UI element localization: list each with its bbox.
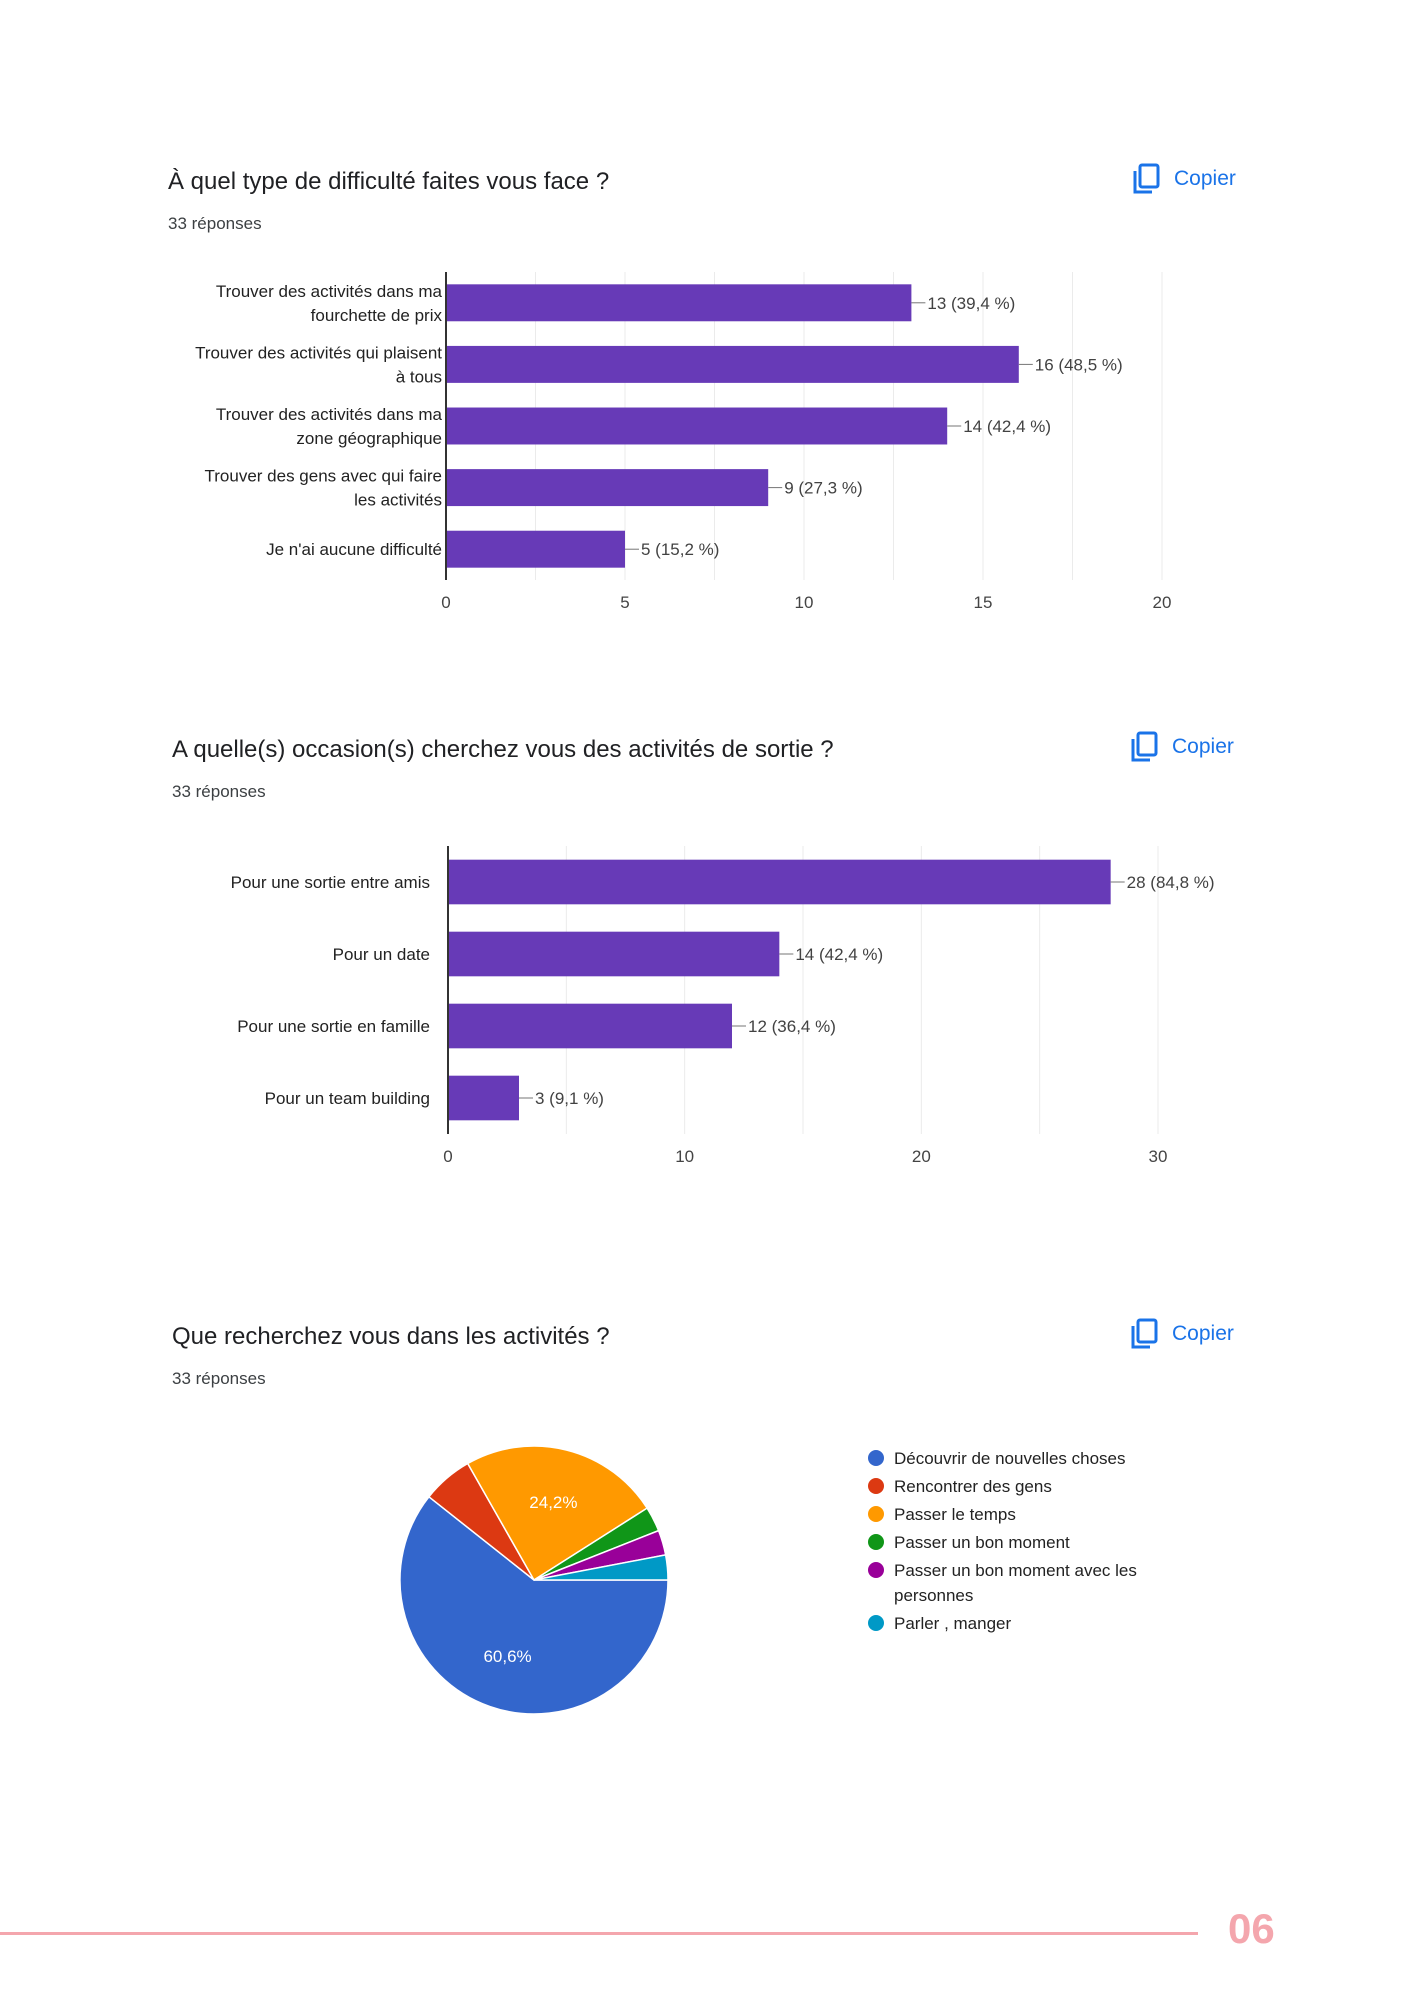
legend-label: Parler , manger <box>894 1614 1011 1633</box>
tick-label: 15 <box>974 593 993 612</box>
bar <box>446 469 769 507</box>
legend-marker <box>868 1534 884 1550</box>
category-label: à tous <box>396 367 442 386</box>
copy-label: Copier <box>1172 735 1234 758</box>
tick-label: 20 <box>1153 593 1172 612</box>
legend-marker <box>868 1615 884 1631</box>
tick-label: 0 <box>441 593 450 612</box>
bar-chart-occasions: 28 (84,8 %) Pour une sortie entre amis 14 … <box>231 846 1215 1166</box>
category-label: Pour un date <box>333 945 430 964</box>
category-label: Trouver des activités dans ma <box>216 282 443 301</box>
copy-button[interactable]: Copier <box>1132 163 1236 195</box>
question-title: A quelle(s) occasion(s) cherchez vous de… <box>172 736 834 763</box>
data-label: 28 (84,8 %) <box>1127 873 1215 892</box>
copy-icon <box>1132 163 1160 195</box>
question-title: Que recherchez vous dans les activités ? <box>172 1323 610 1350</box>
bar <box>446 284 912 322</box>
legend-label: Passer un bon moment avec les <box>894 1561 1137 1580</box>
data-label: 13 (39,4 %) <box>927 294 1015 313</box>
category-label: Trouver des gens avec qui faire <box>205 467 443 486</box>
category-label: Pour un team building <box>265 1089 430 1108</box>
bar <box>448 1075 519 1121</box>
category-label: les activités <box>354 491 442 510</box>
data-label: 9 (27,3 %) <box>784 479 862 498</box>
category-label: Pour une sortie entre amis <box>231 873 430 892</box>
data-label: 3 (9,1 %) <box>535 1089 604 1108</box>
bar <box>448 859 1111 905</box>
copy-button[interactable]: Copier <box>1130 1318 1234 1350</box>
copy-icon <box>1130 731 1158 763</box>
legend-marker <box>868 1506 884 1522</box>
copy-label: Copier <box>1172 1322 1234 1345</box>
tick-label: 10 <box>795 593 814 612</box>
legend-marker <box>868 1450 884 1466</box>
legend-label: Passer un bon moment <box>894 1533 1070 1552</box>
data-label: 5 (15,2 %) <box>641 540 719 559</box>
legend-label: Découvrir de nouvelles choses <box>894 1449 1126 1468</box>
copy-button[interactable]: Copier <box>1130 731 1234 763</box>
data-label: 14 (42,4 %) <box>963 417 1051 436</box>
pie-slice <box>399 1495 669 1715</box>
bar <box>446 407 948 445</box>
bar-chart-difficulties: 13 (39,4 %) Trouver des activités dans ma… <box>195 272 1172 612</box>
footer-divider <box>0 1932 1198 1935</box>
category-label: Pour une sortie en famille <box>237 1017 430 1036</box>
data-label: 14 (42,4 %) <box>795 945 883 964</box>
legend-label: personnes <box>894 1586 973 1605</box>
copy-label: Copier <box>1174 167 1236 190</box>
slice-label: 60,6% <box>483 1647 531 1666</box>
tick-label: 10 <box>675 1147 694 1166</box>
tick-label: 0 <box>443 1147 452 1166</box>
legend-label: Passer le temps <box>894 1505 1016 1524</box>
tick-label: 5 <box>620 593 629 612</box>
bar <box>446 530 625 568</box>
legend-label: Rencontrer des gens <box>894 1477 1052 1496</box>
data-label: 12 (36,4 %) <box>748 1017 836 1036</box>
category-label: Trouver des activités dans ma <box>216 405 443 424</box>
pie-slice <box>533 1553 669 1581</box>
category-label: fourchette de prix <box>311 306 443 325</box>
bar <box>448 1003 732 1049</box>
responses-count: 33 réponses <box>172 1369 266 1388</box>
category-label: Je n'ai aucune difficulté <box>266 540 442 559</box>
pie-chart-expectations: 60,6% 24,2% Découvrir de nouvelles choses R… <box>399 1445 1137 1715</box>
bar <box>446 345 1019 383</box>
tick-label: 30 <box>1149 1147 1168 1166</box>
pie-slice <box>466 1445 649 1582</box>
tick-label: 20 <box>912 1147 931 1166</box>
question-title: À quel type de difficulté faites vous fa… <box>168 168 610 195</box>
responses-count: 33 réponses <box>168 214 262 233</box>
category-label: zone géographique <box>296 429 442 448</box>
category-label: Trouver des activités qui plaisent <box>195 343 442 362</box>
data-label: 16 (48,5 %) <box>1035 355 1123 374</box>
slice-label: 24,2% <box>529 1493 577 1512</box>
legend-marker <box>868 1478 884 1494</box>
copy-icon <box>1130 1318 1158 1350</box>
page-number: 06 <box>1228 1905 1275 1952</box>
legend-marker <box>868 1562 884 1578</box>
responses-count: 33 réponses <box>172 782 266 801</box>
bar <box>448 931 780 977</box>
